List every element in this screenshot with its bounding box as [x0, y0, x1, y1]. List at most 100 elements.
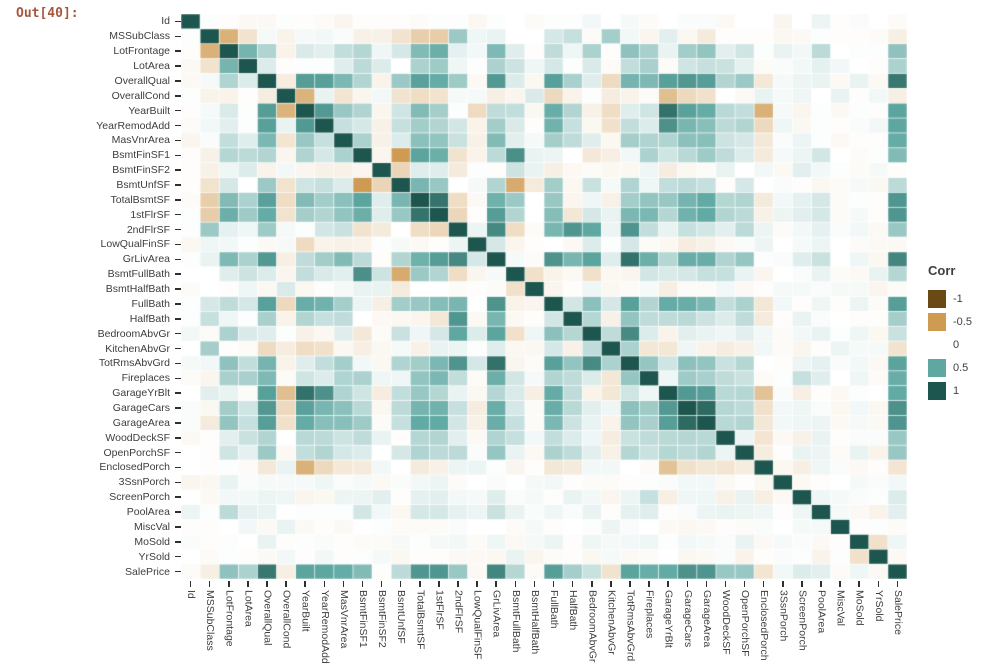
y-axis-label: Id: [161, 15, 170, 28]
legend-entry: 0: [928, 336, 984, 354]
y-axis-label: KitchenAbvGr: [105, 342, 170, 355]
y-tick-mark: [175, 80, 181, 82]
y-axis-label: ScreenPorch: [109, 491, 170, 504]
x-axis-label: GarageCars: [681, 590, 694, 648]
legend-entry: 1: [928, 382, 984, 400]
x-axis-label: LotArea: [242, 590, 255, 627]
y-tick-mark: [175, 35, 181, 38]
y-axis-label: MasVnrArea: [111, 134, 170, 147]
x-axis-label: MasVnrArea: [337, 590, 350, 649]
y-axis-label: Fireplaces: [121, 372, 170, 385]
y-tick-mark: [175, 228, 181, 231]
y-tick-mark: [175, 496, 181, 498]
legend-entry: -0.5: [928, 313, 984, 331]
x-axis-label: ScreenPorch: [796, 590, 809, 651]
x-tick-mark: [801, 581, 803, 587]
y-tick-mark: [175, 511, 181, 513]
legend-tick-label: 0.5: [953, 362, 969, 374]
y-tick-mark: [175, 20, 181, 23]
x-tick-mark: [419, 581, 421, 587]
y-tick-mark: [175, 526, 181, 528]
x-tick-mark: [380, 581, 383, 587]
x-axis-label: 2ndFlrSF: [452, 590, 465, 634]
x-axis-label: 3SsnPorch: [777, 590, 790, 642]
x-tick-mark: [304, 581, 306, 587]
x-tick-mark: [533, 581, 536, 587]
y-tick-mark: [175, 362, 181, 365]
y-axis-label: SalePrice: [125, 565, 170, 578]
y-tick-mark: [175, 555, 181, 558]
x-tick-mark: [285, 581, 287, 587]
x-axis-label: PoolArea: [815, 590, 828, 634]
x-axis-label: BedroomAbvGr: [586, 590, 599, 663]
x-tick-mark: [858, 581, 860, 587]
x-axis-label: BsmtHalfBath: [528, 590, 541, 655]
x-axis-label: GarageArea: [700, 590, 713, 648]
x-tick-mark: [208, 581, 211, 587]
y-axis-label: YearBuilt: [128, 104, 170, 117]
x-axis-label: GarageYrBlt: [662, 590, 675, 648]
x-tick-mark: [591, 581, 593, 587]
x-axis-label: YearRemodAdd: [318, 590, 331, 664]
y-axis-label: BedroomAbvGr: [97, 327, 170, 340]
x-tick-mark: [361, 581, 364, 587]
x-tick-mark: [495, 581, 497, 587]
x-tick-mark: [877, 581, 880, 587]
y-tick-mark: [175, 541, 181, 543]
x-tick-mark: [552, 581, 555, 587]
x-tick-mark: [724, 581, 727, 587]
x-tick-mark: [438, 581, 440, 587]
y-axis-label: OverallCond: [111, 89, 170, 102]
x-tick-mark: [571, 581, 574, 587]
x-tick-mark: [189, 581, 192, 587]
x-axis-label: BsmtUnfSF: [395, 590, 408, 644]
x-axis-label: BsmtFullBath: [509, 590, 522, 653]
y-axis-label: TotRmsAbvGrd: [98, 357, 170, 370]
y-tick-mark: [175, 422, 181, 424]
x-tick-mark: [839, 581, 841, 587]
x-tick-mark: [820, 581, 822, 587]
y-tick-mark: [175, 124, 181, 127]
x-tick-mark: [648, 581, 650, 587]
x-axis-label: HalfBath: [567, 590, 580, 631]
x-axis-label: BsmtFinSF2: [376, 590, 389, 648]
y-tick-mark: [175, 95, 181, 97]
y-axis-label: LowQualFinSF: [100, 238, 170, 251]
y-tick-mark: [175, 184, 181, 186]
x-axis-label: Fireplaces: [643, 590, 656, 639]
x-axis-label: TotalBsmtSF: [414, 590, 427, 650]
legend-tick-label: 0: [953, 339, 960, 351]
y-tick-mark: [175, 213, 181, 216]
x-axis-label: EnclosedPorch: [758, 590, 771, 661]
x-tick-mark: [762, 581, 765, 587]
x-axis-label: LowQualFinSF: [471, 590, 484, 660]
legend-title: Corr: [928, 263, 956, 278]
y-tick-mark: [175, 377, 181, 380]
y-tick-mark: [175, 466, 181, 469]
legend-entry: 0.5: [928, 359, 984, 377]
x-axis-label: KitchenAbvGr: [605, 590, 618, 655]
y-axis-label: EnclosedPorch: [99, 461, 170, 474]
x-axis-label: LotFrontage: [223, 590, 236, 647]
y-axis-label: HalfBath: [129, 312, 170, 325]
x-tick-mark: [667, 581, 669, 587]
y-axis-label: FullBath: [131, 297, 170, 310]
y-axis-label: 2ndFlrSF: [126, 223, 170, 236]
y-axis-label: GarageArea: [112, 416, 170, 429]
y-tick-mark: [175, 407, 181, 409]
x-axis-label: GrLivArea: [490, 590, 503, 638]
x-tick-mark: [228, 581, 230, 587]
x-tick-mark: [782, 581, 784, 587]
cell-output-prompt: Out[40]:: [16, 6, 79, 21]
x-axis-label: SalePrice: [891, 590, 904, 635]
y-tick-mark: [175, 437, 181, 439]
y-tick-mark: [175, 65, 181, 67]
x-tick-mark: [514, 581, 517, 587]
correlation-heatmap: [181, 14, 907, 579]
y-tick-mark: [175, 169, 181, 171]
y-axis-label: GarageYrBlt: [112, 387, 170, 400]
y-tick-mark: [175, 318, 181, 320]
legend-swatch-neg1: [928, 290, 946, 308]
x-tick-mark: [247, 581, 249, 587]
